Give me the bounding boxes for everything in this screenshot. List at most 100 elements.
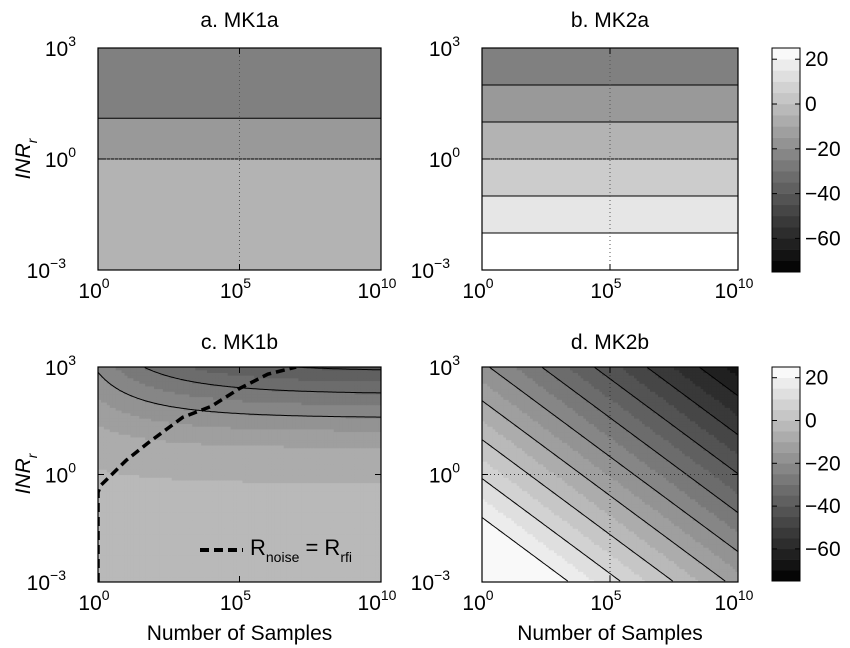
panel-c-cell	[263, 410, 267, 414]
panel-c-cell	[227, 555, 232, 559]
panel-c-cell	[100, 490, 105, 494]
panel-c-cell	[280, 563, 285, 567]
panel-c-cell	[171, 434, 176, 438]
panel-c-cell	[201, 463, 205, 468]
panel-c-cell	[165, 396, 170, 400]
panel-c-cell	[112, 482, 117, 486]
panel-c-cell	[236, 560, 241, 564]
panel-c-cell	[136, 455, 140, 459]
panel-c-cell	[271, 517, 276, 521]
panel-c-cell	[204, 418, 208, 422]
panel-c-cell	[180, 436, 185, 441]
panel-c-cell	[201, 388, 205, 392]
panel-c-cell	[195, 418, 199, 422]
panel-c-cell	[156, 385, 161, 390]
panel-c-cell	[207, 367, 211, 371]
panel-c-cell	[248, 560, 252, 564]
panel-c-cell	[159, 514, 164, 519]
panel-c-cell	[230, 458, 235, 462]
panel-c-cell	[218, 490, 223, 494]
panel-c-cell	[98, 466, 102, 470]
panel-c-cell	[218, 504, 223, 508]
panel-c-cell	[248, 458, 252, 462]
panel-c-cell	[177, 453, 182, 457]
panel-c-cell	[142, 496, 146, 500]
panel-c-cell	[227, 369, 232, 373]
panel-c-cell	[268, 573, 273, 578]
panel-c-cell	[271, 431, 276, 435]
panel-c-cell	[266, 380, 270, 384]
panel-c-cell	[257, 428, 261, 433]
panel-c-cell	[230, 504, 235, 508]
panel-c-cell	[148, 504, 152, 508]
panel-c-cell	[233, 560, 238, 564]
panel-c-cell	[254, 498, 258, 502]
panel-c-cell	[204, 404, 208, 408]
panel-c-cell	[260, 458, 264, 462]
panel-c-cell	[248, 444, 252, 449]
panel-c-cell	[227, 380, 232, 384]
panel-c-cell	[218, 415, 223, 419]
panel-c-cell	[227, 466, 232, 470]
panel-c-cell	[260, 396, 264, 400]
panel-c-cell	[274, 444, 279, 449]
panel-c-cell	[156, 530, 161, 535]
panel-c-cell	[271, 514, 276, 519]
panel-c-cell	[159, 469, 164, 473]
panel-c-cell	[218, 496, 223, 500]
panel-c-cell	[189, 522, 193, 527]
panel-c-cell	[171, 539, 176, 543]
panel-c-cell	[136, 555, 140, 559]
panel-c-cell	[168, 549, 173, 554]
panel-c-cell	[207, 528, 211, 532]
panel-c-cell	[177, 372, 182, 376]
panel-c-cell	[154, 509, 158, 513]
panel-c-cell	[266, 369, 270, 373]
panel-c-cell	[183, 487, 188, 492]
panel-c-cell	[263, 528, 267, 532]
panel-c-cell	[186, 509, 190, 513]
panel-c-cell	[142, 568, 146, 572]
panel-c-cell	[151, 482, 155, 486]
panel-c-cell	[142, 466, 146, 470]
panel-c-cell	[159, 522, 164, 527]
panel-c-cell	[127, 509, 132, 513]
panel-c-cell	[195, 415, 199, 419]
panel-c-cell	[112, 455, 117, 459]
panel-c-cell	[251, 450, 255, 454]
panel-c-cell	[260, 434, 264, 438]
panel-c-cell	[118, 439, 123, 443]
panel-c-cell	[154, 404, 158, 408]
panel-c-cell	[162, 501, 167, 505]
panel-c-cell	[162, 487, 167, 492]
panel-c-cell	[260, 444, 264, 449]
panel-c-cell	[180, 388, 185, 392]
panel-c-cell	[271, 579, 276, 582]
panel-c-cell	[151, 388, 155, 392]
panel-c-cell	[124, 420, 129, 425]
panel-c-cell	[260, 576, 264, 580]
panel-c-cell	[218, 369, 223, 373]
panel-c-cell	[183, 423, 188, 427]
panel-c-cell	[201, 375, 205, 379]
panel-c-cell	[277, 517, 282, 521]
panel-c-cell	[192, 490, 196, 494]
panel-c-cell	[233, 471, 238, 476]
panel-c-cell	[186, 563, 190, 567]
panel-c-cell	[109, 504, 114, 508]
panel-c-cell	[171, 512, 176, 516]
panel-c-cell	[236, 450, 241, 454]
panel-c-cell	[221, 469, 226, 473]
panel-c-cell	[130, 514, 134, 519]
panel-c-cell	[118, 573, 123, 578]
panel-c-cell	[186, 506, 190, 511]
panel-c-cell	[260, 501, 264, 505]
panel-c-cell	[210, 520, 214, 524]
panel-c-cell	[263, 504, 267, 508]
panel-c-cell	[112, 573, 117, 578]
panel-c-cell	[207, 412, 211, 416]
panel-c-cell	[218, 420, 223, 425]
panel-c-cell	[100, 557, 105, 562]
panel-c-cell	[260, 525, 264, 529]
panel-c-cell	[139, 393, 143, 398]
